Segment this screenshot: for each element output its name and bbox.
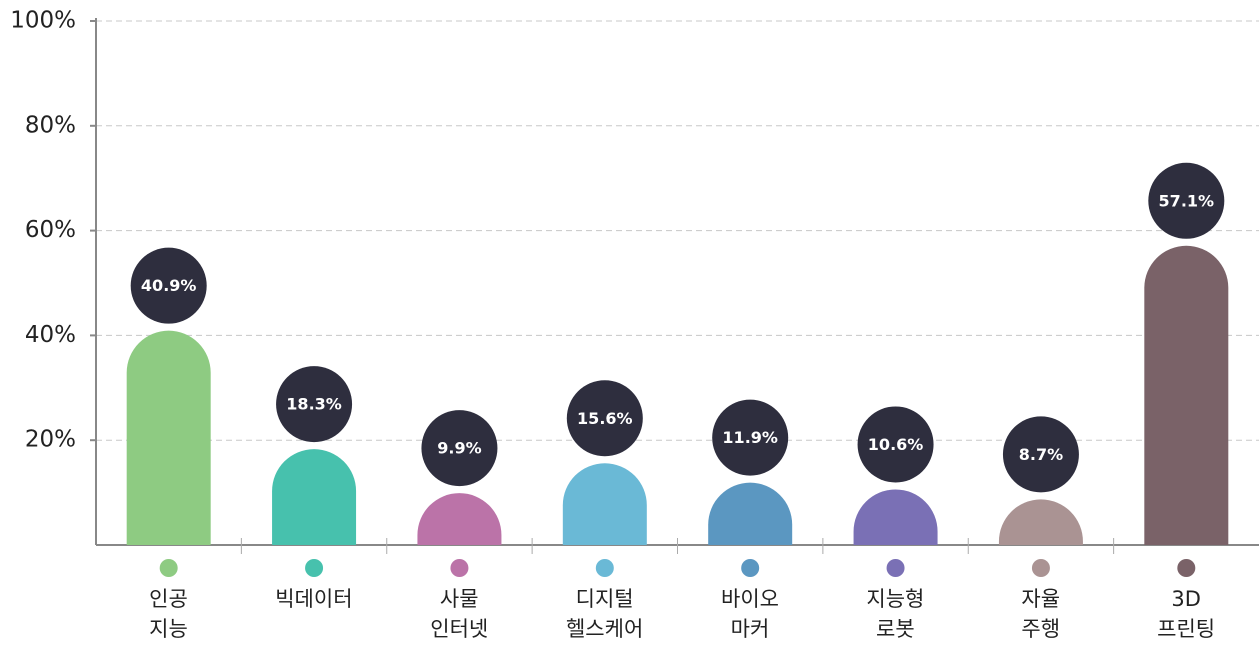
legend-dot — [1031, 559, 1050, 577]
value-badge — [857, 406, 934, 483]
x-tick-label: 디지털 헬스케어 — [565, 587, 644, 641]
bar — [417, 493, 502, 545]
value-badge — [566, 380, 643, 457]
legend-dot — [450, 559, 469, 577]
x-tick-label: 3D 프린팅 — [1157, 587, 1216, 641]
x-tick-label: 자율 주행 — [1021, 587, 1061, 641]
bar — [853, 489, 938, 545]
legend-dot — [1177, 559, 1196, 577]
value-label: 8.7% — [1019, 445, 1063, 464]
bar — [272, 449, 357, 545]
y-tick-label: 100% — [10, 8, 76, 34]
x-tick-label: 지능형 로봇 — [866, 587, 925, 641]
value-badge — [130, 247, 207, 324]
value-label: 57.1% — [1159, 191, 1215, 210]
x-tick-label: 사물 인터넷 — [430, 587, 489, 641]
value-badge — [1002, 416, 1079, 493]
value-badge — [421, 410, 498, 487]
y-tick-label: 20% — [25, 427, 76, 453]
value-label: 10.6% — [868, 435, 924, 454]
value-label: 9.9% — [437, 439, 481, 458]
value-label: 40.9% — [141, 276, 197, 295]
y-tick-label: 60% — [25, 217, 76, 243]
x-tick-label: 바이오 마커 — [721, 587, 779, 641]
bar — [708, 482, 793, 545]
bar — [126, 330, 211, 545]
y-tick-label: 40% — [25, 322, 76, 348]
bar — [562, 463, 647, 545]
value-label: 15.6% — [577, 409, 633, 428]
legend-dot — [886, 559, 905, 577]
legend-dot — [741, 559, 760, 577]
value-badge — [1148, 162, 1225, 239]
value-label: 18.3% — [286, 395, 342, 414]
legend-dot — [159, 559, 178, 577]
x-tick-label: 인공 지능 — [149, 587, 188, 641]
x-tick-label: 빅데이터 — [275, 587, 353, 611]
legend-dot — [595, 559, 614, 577]
value-label: 11.9% — [722, 428, 778, 447]
value-badge — [276, 366, 353, 443]
bar — [998, 499, 1083, 545]
value-badge — [712, 399, 789, 476]
legend-dot — [305, 559, 324, 577]
bar — [1144, 245, 1229, 545]
y-tick-label: 80% — [25, 112, 76, 138]
